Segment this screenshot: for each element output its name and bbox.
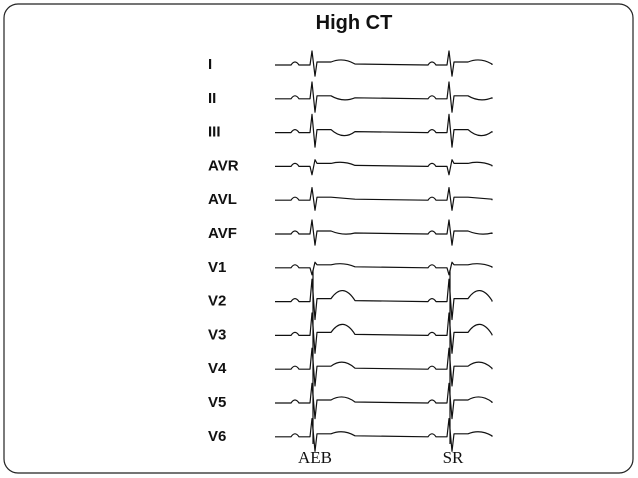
ecg-trace [275,278,493,321]
ecg-trace [275,50,493,77]
title: High CT [316,12,393,34]
ecg-trace [275,261,493,276]
ecg-trace [275,81,493,113]
ecg-trace [275,113,493,148]
lead-label: II [208,90,216,107]
lead-label: V2 [208,293,226,310]
lead-label: V4 [208,360,227,377]
beat-label: SR [443,448,464,467]
lead-label: I [208,56,212,73]
ecg-trace [275,382,493,420]
beat-label: AEB [298,448,332,467]
lead-label: AVR [208,157,239,174]
lead-label: V3 [208,326,226,343]
lead-label: V1 [208,259,226,276]
lead-label: V5 [208,394,226,411]
lead-label: AVL [208,191,237,208]
ecg-trace [275,418,493,452]
lead-label: V6 [208,428,226,445]
lead-label: III [208,124,221,141]
slide-frame [3,3,634,474]
ecg-trace [275,187,493,211]
ecg-trace [275,347,493,387]
ecg-trace [275,219,493,246]
lead-label: AVF [208,225,237,242]
ecg-trace [275,312,493,354]
ecg-trace [275,159,493,176]
